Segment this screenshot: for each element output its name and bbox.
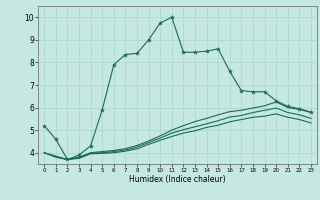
X-axis label: Humidex (Indice chaleur): Humidex (Indice chaleur) xyxy=(129,175,226,184)
